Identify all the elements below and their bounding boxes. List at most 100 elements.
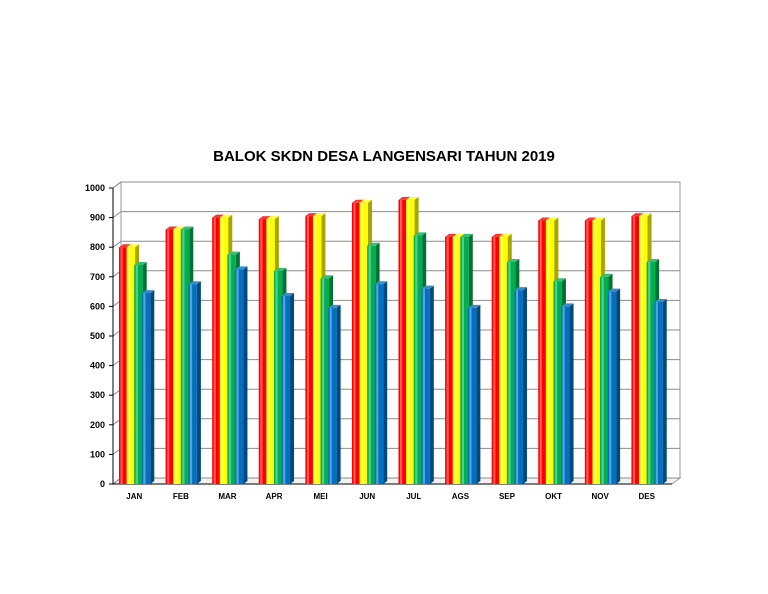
x-tick-label: JUL [406,492,421,501]
bar-highlight [539,220,542,484]
bar-highlight [609,291,612,484]
bar-side [243,266,248,484]
bar-highlight [415,235,418,484]
bar [514,290,523,484]
bar [499,236,508,484]
bar-top [328,304,341,308]
bar-top [600,273,613,277]
bar-top [367,242,380,246]
y-tick-label: 400 [90,361,105,371]
bar-highlight [593,220,597,484]
bar [234,269,244,484]
bar-top [406,196,419,200]
y-tick-label: 100 [90,449,105,459]
bar [320,278,330,484]
bar-highlight [329,307,332,484]
bar [538,220,547,484]
bar [328,307,337,484]
bar-highlight [135,264,138,484]
bar-highlight [189,284,193,484]
bar [141,293,151,484]
bar [134,264,143,484]
y-tick-label: 900 [90,213,105,223]
bar-highlight [648,262,651,484]
bar-top [545,217,559,221]
bar-top [273,267,287,271]
bar-highlight [361,202,364,485]
bar-highlight [306,216,310,484]
bar-top [266,216,279,220]
bar-side [476,304,481,484]
bar [600,276,609,484]
bar-highlight [120,247,123,484]
bar-top [234,266,248,270]
bar [305,216,314,484]
bar [374,284,384,484]
bar [654,301,663,484]
bar [561,306,570,484]
bar-top [506,259,520,262]
bar [173,229,182,484]
bar-top [607,288,621,292]
bar [126,247,136,484]
bar-top [227,251,240,255]
bar-top [460,233,473,237]
bar [180,229,190,484]
y-tick-label: 500 [90,331,105,341]
bar [607,291,617,484]
bar-highlight [353,202,356,485]
x-tick-label: AGS [452,492,470,501]
bar [351,202,361,485]
bar-top [553,278,566,282]
bar [584,220,594,484]
bar [445,236,454,484]
bar-highlight [493,236,496,484]
bar-highlight [515,290,519,484]
y-tick-label: 700 [90,272,105,282]
y-tick-label: 200 [90,420,105,430]
bar-highlight [554,281,558,484]
bar-top [592,217,605,221]
x-tick-label: APR [266,492,283,501]
y-tick-label: 300 [90,390,105,400]
chart-title: BALOK SKDN DESA LANGENSARI TAHUN 2019 [213,148,555,165]
bar-side [383,281,388,484]
bar [421,288,430,484]
bar-highlight [128,247,131,484]
bar [188,284,197,484]
bar-side [290,293,295,484]
bar-top [374,281,388,285]
x-tick-label: SEP [499,492,516,501]
bar-highlight [182,229,185,484]
bar-highlight [407,199,410,484]
bar [273,270,283,484]
bar [212,217,221,484]
bar-highlight [236,269,239,484]
bar [452,236,462,484]
bar [281,296,291,484]
bar-highlight [655,301,658,484]
bar [359,202,369,485]
bar [491,236,501,484]
bar [227,254,236,484]
bar-highlight [221,217,224,484]
bar-highlight [283,296,286,484]
bar-highlight [547,220,550,484]
bar-highlight [260,219,263,484]
bar-highlight [601,276,604,484]
bar [631,216,640,484]
bar-top [180,226,194,230]
bar-highlight [376,284,379,484]
bar-top [639,213,652,217]
bar [467,307,477,484]
bar-top [134,261,147,265]
bar-highlight [368,245,371,484]
bar-side [616,288,621,484]
y-tick-label: 800 [90,242,105,252]
bar [545,220,555,484]
x-tick-label: OKT [545,492,562,501]
bar-top [126,244,140,248]
bar-highlight [314,216,317,484]
